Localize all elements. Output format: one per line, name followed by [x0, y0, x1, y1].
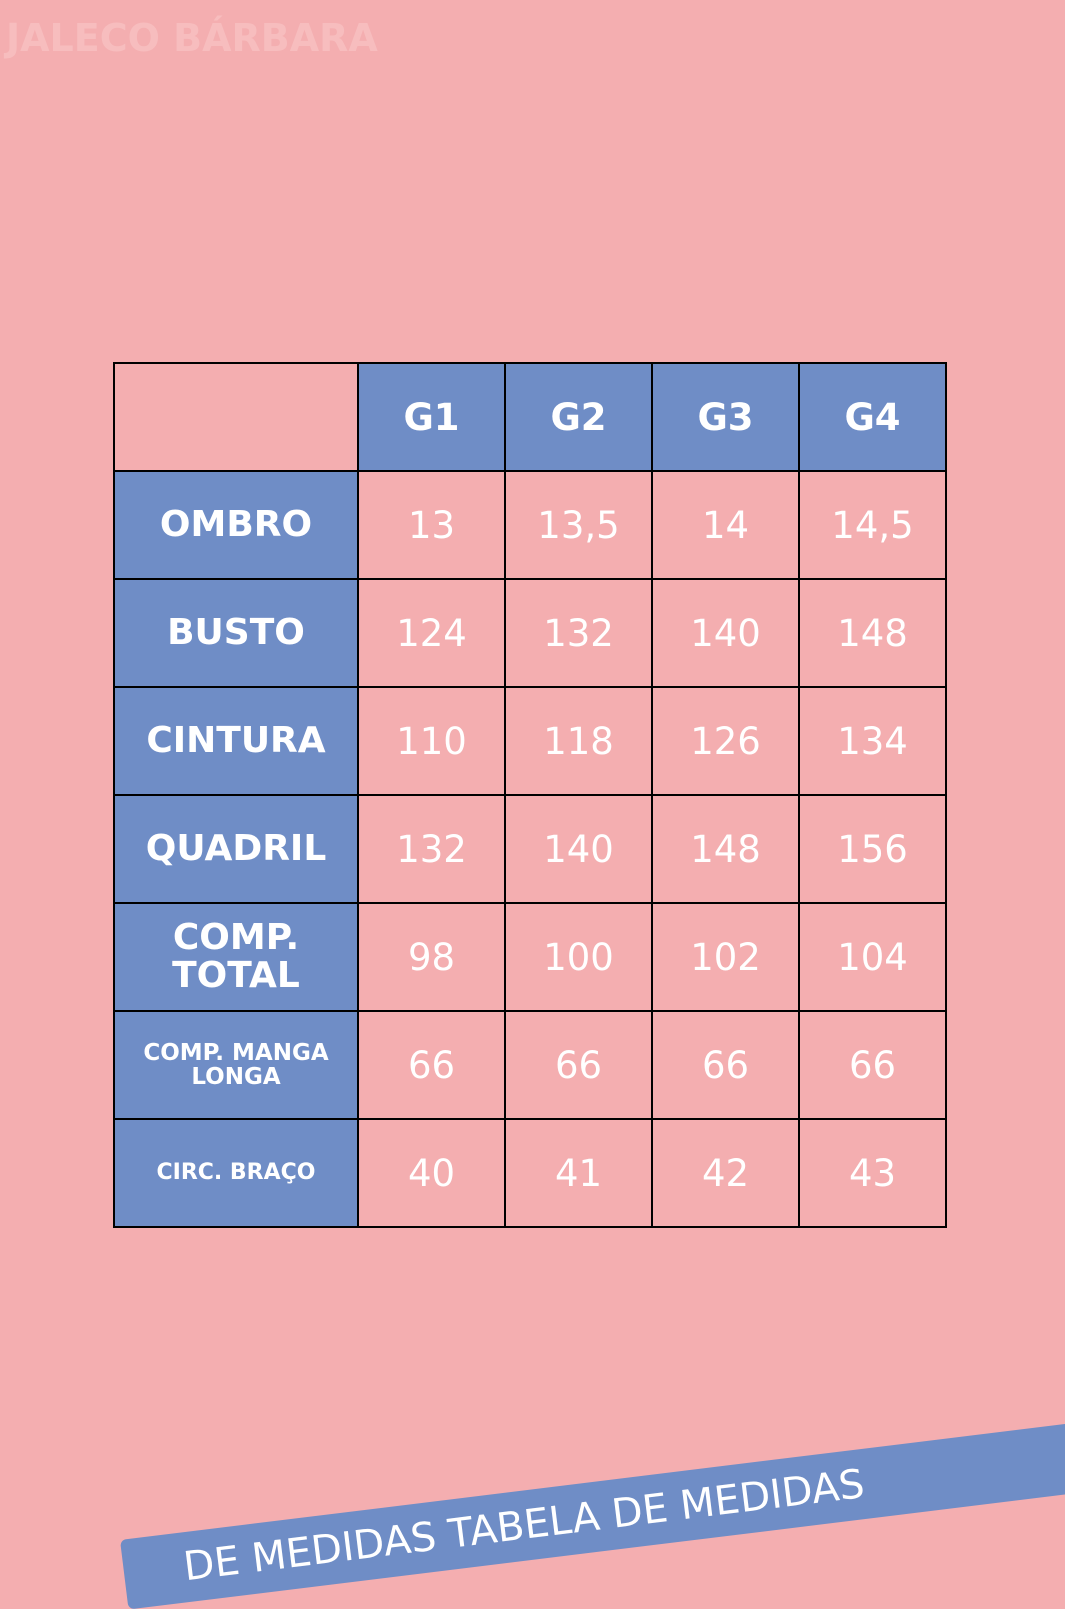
size-header: G1: [357, 362, 506, 472]
measurement-cell: 124: [357, 578, 506, 688]
table-row: CIRC. BRAÇO 40 41 42 43: [113, 1118, 947, 1228]
row-label: COMP. TOTAL: [113, 902, 359, 1012]
measurement-cell: 66: [504, 1010, 653, 1120]
row-label: CINTURA: [113, 686, 359, 796]
header-row: G1 G2 G3 G4: [113, 362, 947, 472]
measurement-cell: 110: [357, 686, 506, 796]
row-label: BUSTO: [113, 578, 359, 688]
measurement-cell: 42: [651, 1118, 800, 1228]
measurement-cell: 98: [357, 902, 506, 1012]
measurement-cell: 148: [651, 794, 800, 904]
watermark-title: JALECO BÁRBARA: [6, 16, 378, 60]
measurement-cell: 118: [504, 686, 653, 796]
measurement-cell: 140: [504, 794, 653, 904]
table-row: BUSTO 124 132 140 148: [113, 578, 947, 688]
row-label: COMP. MANGA LONGA: [113, 1010, 359, 1120]
row-label: OMBRO: [113, 470, 359, 580]
size-header: G4: [798, 362, 947, 472]
measurement-cell: 13,5: [504, 470, 653, 580]
measurement-cell: 134: [798, 686, 947, 796]
size-header: G2: [504, 362, 653, 472]
table-row: COMP. TOTAL 98 100 102 104: [113, 902, 947, 1012]
measurement-cell: 66: [357, 1010, 506, 1120]
row-label: QUADRIL: [113, 794, 359, 904]
size-chart-table: G1 G2 G3 G4 OMBRO 13 13,5 14 14,5 BUSTO 124 132…: [113, 362, 947, 1228]
measurement-cell: 40: [357, 1118, 506, 1228]
table-row: OMBRO 13 13,5 14 14,5: [113, 470, 947, 580]
measurement-cell: 100: [504, 902, 653, 1012]
measurement-cell: 14: [651, 470, 800, 580]
measurement-cell: 104: [798, 902, 947, 1012]
measurement-cell: 66: [651, 1010, 800, 1120]
table-row: QUADRIL 132 140 148 156: [113, 794, 947, 904]
measurement-cell: 66: [798, 1010, 947, 1120]
table-row: CINTURA 110 118 126 134: [113, 686, 947, 796]
measurement-cell: 102: [651, 902, 800, 1012]
measurement-cell: 41: [504, 1118, 653, 1228]
measurement-cell: 140: [651, 578, 800, 688]
measurement-cell: 14,5: [798, 470, 947, 580]
measurement-cell: 43: [798, 1118, 947, 1228]
measurement-cell: 148: [798, 578, 947, 688]
corner-cell: [113, 362, 359, 472]
measurement-cell: 132: [357, 794, 506, 904]
size-header: G3: [651, 362, 800, 472]
measurement-cell: 126: [651, 686, 800, 796]
banner: DE MEDIDAS TABELA DE MEDIDAS: [120, 1398, 1065, 1609]
table-row: COMP. MANGA LONGA 66 66 66 66: [113, 1010, 947, 1120]
measurement-cell: 132: [504, 578, 653, 688]
row-label: CIRC. BRAÇO: [113, 1118, 359, 1228]
measurement-cell: 13: [357, 470, 506, 580]
measurement-cell: 156: [798, 794, 947, 904]
